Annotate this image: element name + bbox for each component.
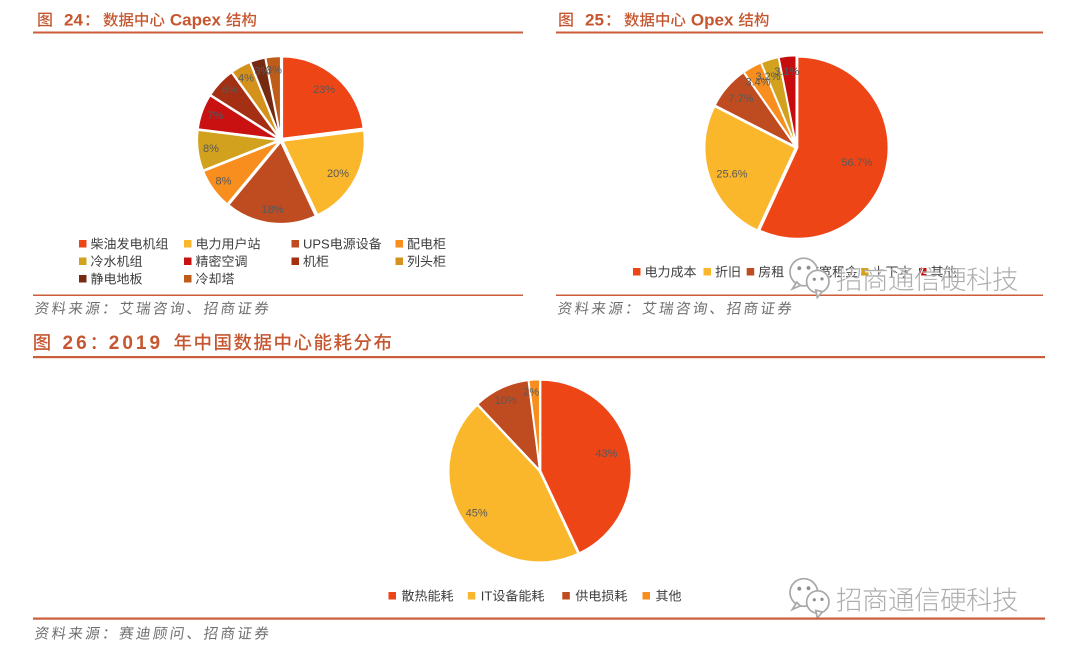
svg-text:4%: 4% bbox=[238, 73, 254, 85]
svg-text:2%: 2% bbox=[523, 387, 539, 399]
svg-text:3%: 3% bbox=[266, 65, 282, 77]
svg-text:24: 24 bbox=[64, 11, 83, 30]
svg-text:3.2%: 3.2% bbox=[755, 71, 780, 83]
svg-text:10%: 10% bbox=[495, 395, 517, 407]
svg-text:43%: 43% bbox=[595, 448, 617, 460]
svg-text:Capex: Capex bbox=[170, 11, 222, 30]
svg-text:6%: 6% bbox=[222, 84, 238, 96]
svg-text:8%: 8% bbox=[203, 143, 219, 155]
svg-text:18%: 18% bbox=[261, 204, 283, 216]
svg-text:25: 25 bbox=[585, 11, 604, 30]
svg-text:45%: 45% bbox=[466, 508, 488, 520]
svg-text:7%: 7% bbox=[207, 110, 223, 122]
svg-text:Opex: Opex bbox=[691, 11, 734, 30]
svg-text:IT: IT bbox=[481, 589, 493, 604]
svg-text:25.6%: 25.6% bbox=[716, 169, 747, 181]
svg-text:3.4%: 3.4% bbox=[745, 77, 770, 89]
svg-text:56.7%: 56.7% bbox=[841, 157, 872, 169]
svg-text:7.7%: 7.7% bbox=[728, 93, 753, 105]
svg-text:3.1%: 3.1% bbox=[774, 66, 799, 78]
svg-text:20%: 20% bbox=[327, 168, 349, 180]
svg-text:2019: 2019 bbox=[109, 333, 163, 354]
svg-text:UPS: UPS bbox=[303, 237, 330, 252]
svg-text:8%: 8% bbox=[216, 176, 232, 188]
svg-text:3%: 3% bbox=[254, 66, 270, 78]
svg-text:23%: 23% bbox=[313, 84, 335, 96]
svg-text:26: 26 bbox=[63, 333, 90, 354]
